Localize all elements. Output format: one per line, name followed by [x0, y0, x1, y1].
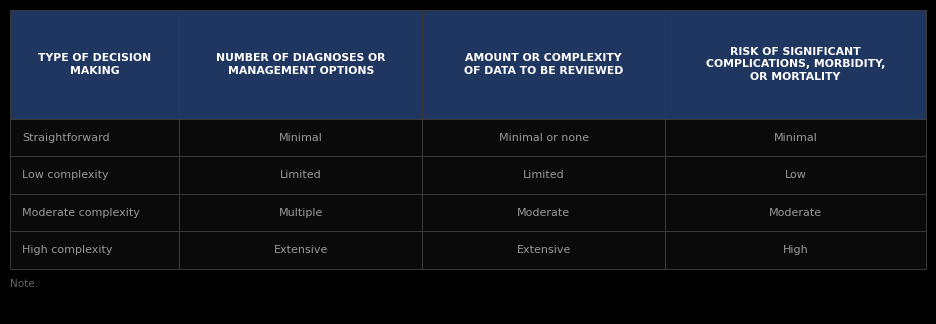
Text: High: High: [782, 245, 809, 255]
FancyBboxPatch shape: [180, 194, 422, 231]
Text: Extensive: Extensive: [273, 245, 328, 255]
FancyBboxPatch shape: [422, 10, 665, 119]
FancyBboxPatch shape: [180, 119, 422, 156]
Text: TYPE OF DECISION
MAKING: TYPE OF DECISION MAKING: [38, 53, 152, 76]
Text: Moderate: Moderate: [517, 208, 570, 218]
Text: Low complexity: Low complexity: [22, 170, 109, 180]
FancyBboxPatch shape: [665, 119, 926, 156]
FancyBboxPatch shape: [10, 10, 180, 119]
FancyBboxPatch shape: [665, 156, 926, 194]
Text: Multiple: Multiple: [279, 208, 323, 218]
Text: AMOUNT OR COMPLEXITY
OF DATA TO BE REVIEWED: AMOUNT OR COMPLEXITY OF DATA TO BE REVIE…: [464, 53, 623, 76]
Text: Moderate complexity: Moderate complexity: [22, 208, 139, 218]
FancyBboxPatch shape: [665, 194, 926, 231]
FancyBboxPatch shape: [180, 156, 422, 194]
Text: Minimal: Minimal: [773, 133, 817, 143]
Text: Limited: Limited: [522, 170, 564, 180]
FancyBboxPatch shape: [180, 231, 422, 269]
Text: High complexity: High complexity: [22, 245, 112, 255]
Text: NUMBER OF DIAGNOSES OR
MANAGEMENT OPTIONS: NUMBER OF DIAGNOSES OR MANAGEMENT OPTION…: [216, 53, 386, 76]
Text: Limited: Limited: [280, 170, 322, 180]
FancyBboxPatch shape: [180, 10, 422, 119]
Text: Note.: Note.: [10, 279, 38, 289]
Text: Minimal: Minimal: [279, 133, 323, 143]
FancyBboxPatch shape: [665, 10, 926, 119]
FancyBboxPatch shape: [422, 119, 665, 156]
FancyBboxPatch shape: [10, 194, 180, 231]
FancyBboxPatch shape: [10, 156, 180, 194]
FancyBboxPatch shape: [422, 231, 665, 269]
Text: RISK OF SIGNIFICANT
COMPLICATIONS, MORBIDITY,
OR MORTALITY: RISK OF SIGNIFICANT COMPLICATIONS, MORBI…: [706, 47, 885, 82]
Text: Extensive: Extensive: [517, 245, 571, 255]
Text: Moderate: Moderate: [768, 208, 822, 218]
FancyBboxPatch shape: [665, 231, 926, 269]
FancyBboxPatch shape: [422, 156, 665, 194]
FancyBboxPatch shape: [10, 119, 180, 156]
Text: Minimal or none: Minimal or none: [499, 133, 589, 143]
Text: Low: Low: [784, 170, 807, 180]
FancyBboxPatch shape: [10, 231, 180, 269]
FancyBboxPatch shape: [422, 194, 665, 231]
Text: Straightforward: Straightforward: [22, 133, 110, 143]
